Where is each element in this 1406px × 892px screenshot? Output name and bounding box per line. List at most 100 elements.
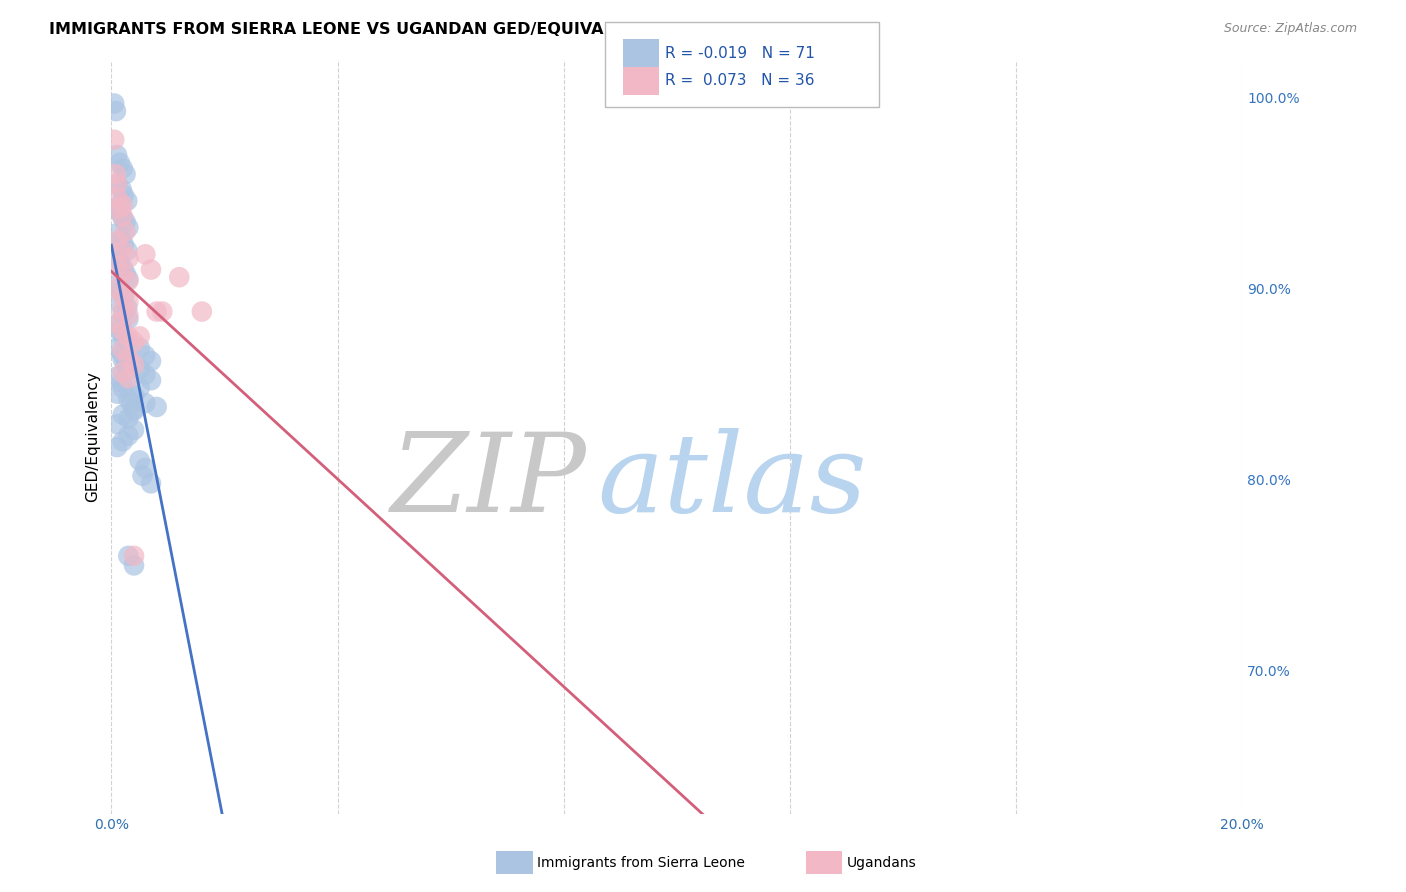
Point [131,468,153,483]
Point [110,284,132,298]
Point [105,386,128,401]
Point [105,440,128,454]
Point [111,306,134,320]
Point [108,202,131,216]
Point [117,312,139,326]
Point [122,388,145,402]
Point [128,341,150,355]
Point [111,161,134,176]
Point [105,177,128,191]
Y-axis label: GED/Equivalency: GED/Equivalency [86,371,100,502]
Text: ZIP: ZIP [391,428,586,535]
Point [108,205,131,219]
Point [105,227,128,241]
Point [117,364,139,378]
Point [112,289,135,303]
Point [114,224,136,238]
Point [111,197,134,211]
Point [111,366,134,380]
Point [110,232,132,246]
Point [103,96,125,111]
Point [110,346,132,360]
Point [122,358,145,372]
Point [114,167,136,181]
Point [117,428,139,442]
Point [139,476,162,491]
Point [108,324,131,338]
Point [105,295,128,310]
Point [111,260,134,275]
Point [115,301,138,315]
Point [117,309,139,323]
Point [139,373,162,387]
Point [105,277,128,292]
Point [103,133,125,147]
Point [128,381,150,395]
Point [111,302,134,317]
Point [105,234,128,248]
Point [105,417,128,432]
Point [115,194,138,208]
Point [145,304,167,318]
Point [111,381,134,395]
Point [105,148,128,162]
Point [105,316,128,330]
Text: Immigrants from Sierra Leone: Immigrants from Sierra Leone [537,855,745,870]
Point [122,401,145,416]
Point [139,262,162,277]
Point [134,396,156,410]
Point [105,369,128,384]
Point [114,215,136,229]
Point [117,549,139,563]
Point [114,266,136,280]
Point [111,266,134,280]
Point [120,396,142,410]
Point [115,244,138,258]
Point [104,104,127,119]
Point [111,408,134,422]
Point [110,182,132,196]
Point [117,329,139,343]
Point [105,259,128,273]
Point [105,200,128,214]
Point [111,352,134,367]
Point [145,400,167,414]
Point [122,335,145,350]
Point [104,167,127,181]
Point [105,282,128,296]
Point [117,411,139,425]
Point [117,335,139,350]
Text: IMMIGRANTS FROM SIERRA LEONE VS UGANDAN GED/EQUIVALENCY CORRELATION CHART: IMMIGRANTS FROM SIERRA LEONE VS UGANDAN … [49,22,859,37]
Point [108,255,131,269]
Point [108,155,131,169]
Point [111,289,134,303]
Point [128,329,150,343]
Point [117,392,139,407]
Point [111,209,134,223]
Point [150,304,173,318]
Point [111,244,134,258]
Point [134,247,156,261]
Point [110,375,132,389]
Point [128,453,150,467]
Point [117,351,139,365]
Point [105,341,128,355]
Text: R = -0.019   N = 71: R = -0.019 N = 71 [665,46,815,61]
Point [111,343,134,357]
Point [117,272,139,286]
Point [122,558,145,573]
Point [111,329,134,343]
Text: Ugandans: Ugandans [846,855,917,870]
Point [117,295,139,310]
Point [111,324,134,338]
Point [117,274,139,288]
Point [139,354,162,368]
Point [122,404,145,418]
Point [122,549,145,563]
Point [128,361,150,376]
Point [105,177,128,191]
Point [117,251,139,265]
Point [191,304,214,318]
Point [105,190,128,204]
Point [111,211,134,225]
